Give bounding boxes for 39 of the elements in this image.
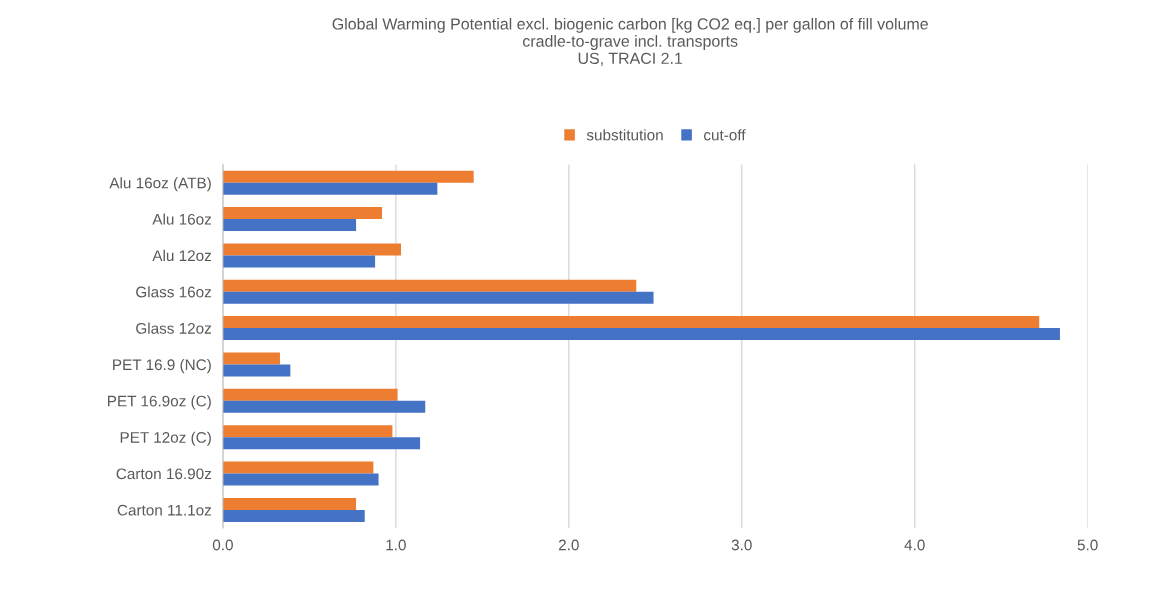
y-tick-label: PET 12oz (C) [120,431,211,446]
bar [222,473,379,486]
y-tick-label: Glass 16oz [136,286,212,298]
bar [222,316,1040,329]
y-tick-label: Alu 16oz (ATB) [109,177,211,192]
bar [222,364,291,377]
x-tick-label: 0.0 [212,539,233,551]
x-tick-label: 4.0 [904,539,925,551]
bar [222,207,383,220]
chart-title: Global Warming Potential excl. biogenic carbon [kg CO2 eq.] per gallon of fill volume cradle-to-grave incl. transports US, TRACI 2.1 [332,17,928,66]
bar [222,243,402,256]
bar [222,425,393,438]
bar [222,509,365,522]
x-tick-label: 5.0 [1077,539,1098,551]
bar [222,461,374,474]
y-tick-label: PET 16.9oz (C) [108,395,211,410]
bar [222,352,280,365]
y-tick-label: Glass 12oz [136,322,212,334]
bar [222,255,376,268]
legend-label: cut-off [704,129,746,141]
bar [222,497,357,510]
y-tick-label: Alu 12oz [152,249,212,262]
bar [222,328,1060,341]
bar [222,291,654,304]
bar [222,182,438,195]
y-tick-label: PET 16.9 (NC) [113,358,211,374]
bar [222,279,637,292]
bar [222,388,398,401]
y-tick-label: Alu 16oz [152,213,212,225]
x-tick-label: 3.0 [731,539,752,551]
bar [222,170,474,183]
y-tick-label: Carton 16.90z [116,468,212,480]
x-tick-label: 2.0 [558,539,579,551]
bar [222,400,426,413]
x-tick-label: 1.0 [386,539,406,551]
legend-label: substitution [586,129,663,141]
bar [222,219,357,232]
y-tick-label: Carton 11.1oz [117,504,212,516]
bar [222,437,421,450]
